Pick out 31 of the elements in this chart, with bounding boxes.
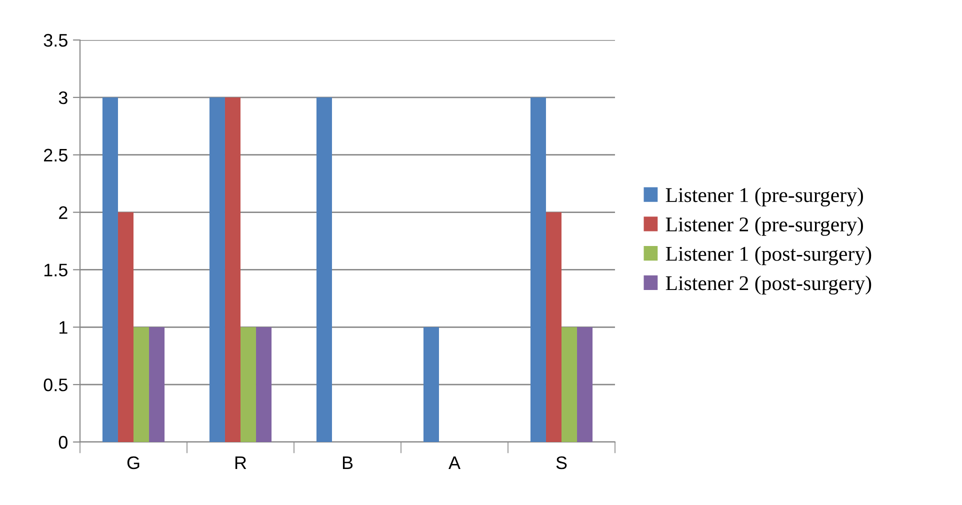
bar	[134, 327, 150, 442]
bar	[577, 327, 593, 442]
bar	[209, 97, 225, 442]
y-tick-label: 2	[59, 206, 68, 219]
bar	[102, 97, 118, 442]
x-tick-label: A	[448, 456, 460, 469]
x-tick-label: S	[556, 456, 567, 470]
bar	[562, 327, 578, 442]
legend-label: Listener 1 (post-surgery)	[666, 246, 872, 266]
y-tick-label: 0	[58, 436, 68, 449]
x-tick-label: B	[342, 456, 353, 469]
bar	[530, 97, 546, 442]
y-tick-label: 0.5	[44, 378, 68, 392]
bar	[240, 327, 256, 442]
x-tick-label: R	[235, 456, 246, 469]
bar	[423, 327, 439, 442]
bar	[316, 97, 332, 442]
bar	[546, 212, 562, 442]
y-tick-label: 1.5	[44, 264, 68, 276]
legend-label: Listener 2 (post-surgery)	[666, 276, 872, 295]
bar	[118, 212, 134, 442]
y-tick-label: 3.5	[44, 34, 68, 47]
bar	[224, 97, 240, 442]
bar	[149, 327, 165, 442]
bar	[256, 327, 272, 442]
legend-label: Listener 1 (pre-surgery)	[666, 187, 863, 206]
y-tick-label: 3	[58, 91, 68, 104]
legend-label: Listener 2 (pre-surgery)	[666, 216, 863, 236]
y-tick-label: 1	[60, 321, 68, 334]
x-tick-label: G	[127, 456, 140, 470]
y-tick-label: 2.5	[44, 148, 68, 162]
